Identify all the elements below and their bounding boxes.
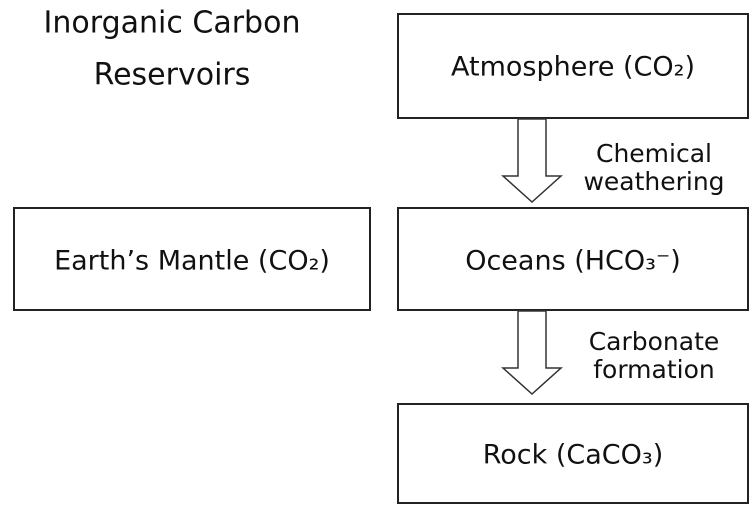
- node-label: Earth’s Mantle (CO₂): [54, 246, 330, 277]
- edge-label: formation: [593, 355, 715, 384]
- node-box: [397, 403, 749, 504]
- node-label: Atmosphere (CO₂): [451, 52, 695, 83]
- node-box: [13, 207, 371, 311]
- node-label: Rock (CaCO₃): [483, 440, 664, 471]
- title-line: Reservoirs: [94, 58, 251, 93]
- arrow: [501, 310, 563, 396]
- node-box: [397, 207, 749, 311]
- node-box: [397, 13, 749, 119]
- title-line: Inorganic Carbon: [44, 6, 301, 41]
- edge-label: weathering: [583, 167, 724, 196]
- edge-label: Carbonate: [589, 327, 720, 356]
- node-label: Oceans (HCO₃⁻): [465, 246, 681, 277]
- arrow: [501, 118, 563, 204]
- edge-label: Chemical: [596, 139, 712, 168]
